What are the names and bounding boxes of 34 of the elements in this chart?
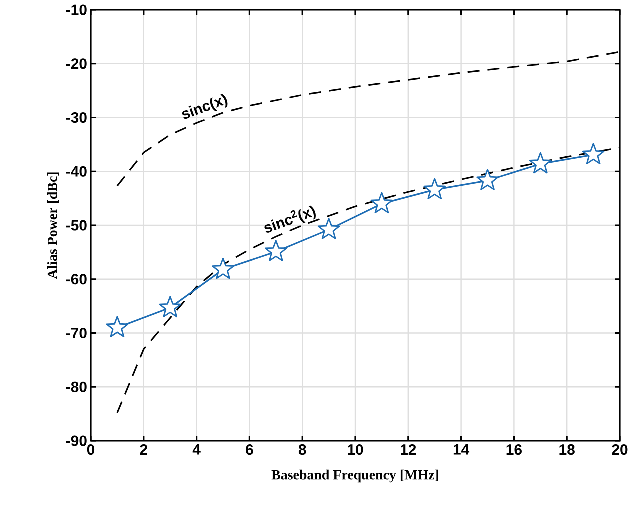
y-tick-label: -80 <box>66 382 87 392</box>
x-tick-label: 8 <box>298 444 306 456</box>
y-tick-label: -50 <box>66 220 87 231</box>
y-tick-label: -60 <box>66 274 87 285</box>
y-tick-label: -10 <box>66 4 87 16</box>
x-tick-label: 16 <box>506 444 522 456</box>
x-tick-label: 10 <box>348 444 364 456</box>
annotation: sinc$^{2}$(x) <box>264 206 316 233</box>
x-axis-title: Baseband Frequency [MHz] <box>272 470 438 483</box>
y-tick-label: -70 <box>66 328 87 339</box>
point <box>212 258 234 280</box>
x-tick-label: 18 <box>560 444 575 456</box>
annotation: sinc(x) <box>182 94 228 119</box>
x-tick-label: 4 <box>192 444 201 455</box>
x-tick-label: 14 <box>454 444 470 455</box>
y-tick-label: -90 <box>66 436 87 446</box>
y-tick-label: -20 <box>66 58 87 70</box>
x-tick-label: 2 <box>140 444 148 455</box>
point <box>264 240 288 262</box>
y-tick-label: -40 <box>66 166 87 177</box>
y-tick-label: -30 <box>66 112 87 124</box>
x-tick-label: 12 <box>401 444 416 455</box>
point <box>370 192 394 214</box>
point <box>582 143 605 165</box>
point <box>529 152 552 174</box>
x-tick-label: 6 <box>246 444 254 456</box>
x-tick-label: 0 <box>87 444 95 456</box>
x-tick-label: 20 <box>612 444 628 456</box>
point <box>106 316 129 338</box>
point <box>318 218 340 240</box>
point <box>159 296 182 318</box>
point <box>476 169 499 190</box>
y-axis-title: Alias Power [dBc] <box>47 172 60 280</box>
point <box>424 178 446 200</box>
